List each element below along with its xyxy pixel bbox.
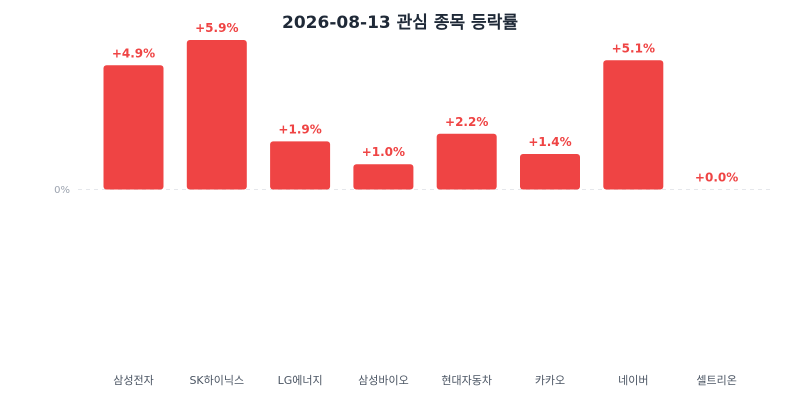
bar-6[interactable] — [603, 60, 664, 190]
bar-value-label: +4.9% — [112, 46, 155, 60]
category-label: 삼성바이오 — [358, 374, 409, 387]
bar-value-label: +5.1% — [612, 41, 655, 55]
category-labels-group: 삼성전자 SK하이닉스 LG에너지 삼성바이오 현대자동차 카카오 네이버 셀트리온 — [113, 373, 737, 387]
category-label: 삼성전자 — [113, 374, 153, 387]
bar-value-label: +1.4% — [528, 135, 571, 149]
bar-value-label: +0.0% — [695, 171, 738, 185]
bars-group — [103, 40, 664, 190]
category-label: LG에너지 — [278, 374, 323, 387]
bar-value-label: +1.9% — [278, 122, 321, 136]
category-label: SK하이닉스 — [189, 373, 244, 387]
category-label: 현대자동차 — [441, 374, 492, 387]
bar-0[interactable] — [103, 65, 164, 190]
chart-title: 2026-08-13 관심 종목 등락률 — [282, 13, 518, 33]
category-label: 셀트리온 — [696, 374, 736, 387]
category-label: 카카오 — [535, 374, 565, 387]
zero-tick-label: 0% — [54, 185, 70, 196]
bar-5[interactable] — [520, 154, 580, 190]
bar-3[interactable] — [353, 164, 414, 190]
bar-value-label: +5.9% — [195, 21, 238, 35]
bar-value-label: +1.0% — [362, 145, 405, 159]
bar-1[interactable] — [186, 40, 247, 190]
bar-4[interactable] — [436, 133, 497, 190]
value-labels-group: +4.9% +5.9% +1.9% +1.0% +2.2% +1.4% +5.1% +0.0% — [112, 21, 738, 185]
bar-2[interactable] — [270, 141, 331, 190]
bar-value-label: +2.2% — [445, 115, 488, 129]
category-label: 네이버 — [618, 374, 648, 387]
